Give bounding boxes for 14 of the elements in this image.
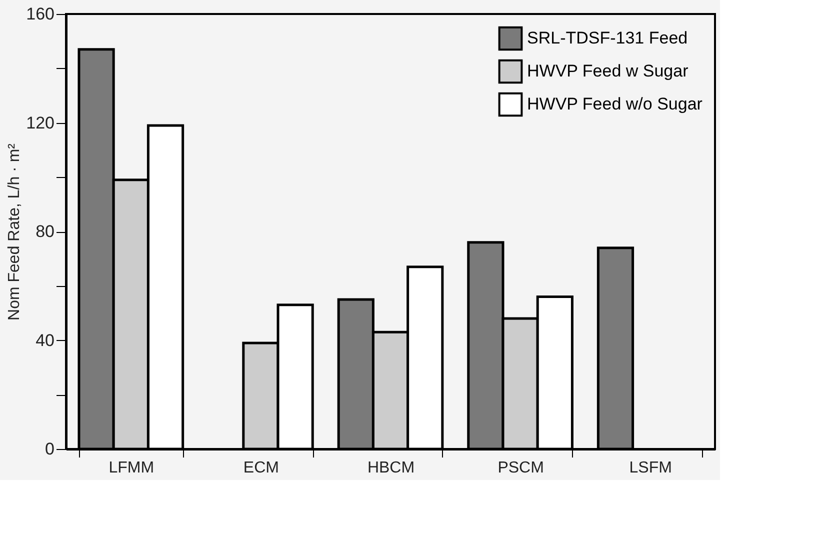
- legend-label: HWVP Feed w/o Sugar: [527, 94, 703, 114]
- y-tick-label: 80: [36, 222, 54, 241]
- x-tick-label: PSCM: [498, 460, 544, 476]
- x-tick-label: LSFM: [629, 460, 672, 476]
- legend-label: SRL-TDSF-131 Feed: [527, 28, 688, 48]
- y-tick-label: 160: [26, 4, 54, 24]
- y-tick-label: 120: [26, 113, 54, 132]
- y-tick-label: 0: [45, 440, 54, 458]
- y-tick-label: 40: [36, 330, 54, 350]
- x-tick-label: HBCM: [367, 460, 415, 476]
- x-tick-label: ECM: [243, 460, 279, 476]
- x-tick-label: LFMM: [108, 460, 154, 476]
- legend-label: HWVP Feed w Sugar: [527, 62, 689, 80]
- y-axis-title: Nom Feed Rate, L/h · m²: [6, 142, 24, 320]
